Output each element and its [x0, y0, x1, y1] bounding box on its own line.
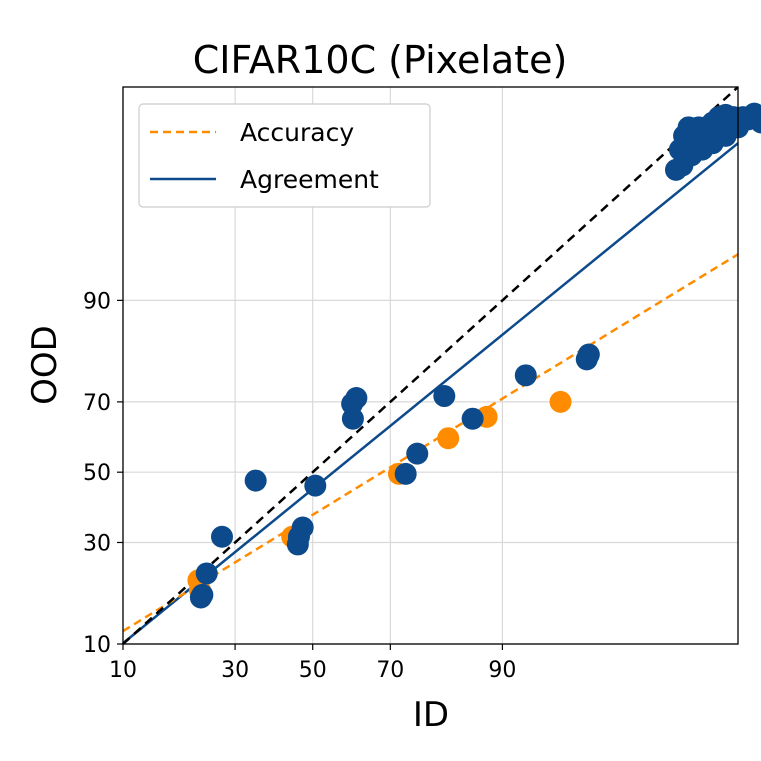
data-points	[187, 102, 761, 609]
agreement-fit-line	[122, 142, 739, 645]
agreement-point	[461, 407, 484, 430]
agreement-point	[406, 442, 429, 465]
y-tick-label: 50	[83, 461, 111, 486]
accuracy-point	[549, 390, 572, 413]
chart-title: CIFAR10C (Pixelate)	[193, 38, 568, 82]
x-axis-ticks: 10 30 50 70 90	[109, 644, 516, 683]
accuracy-fit-line	[122, 253, 739, 633]
legend: Accuracy Agreement	[138, 103, 431, 208]
x-tick-label: 10	[109, 658, 137, 683]
x-tick-label: 50	[299, 658, 327, 683]
plot-frame	[122, 86, 739, 645]
x-axis-label: ID	[413, 695, 449, 735]
agreement-point	[514, 364, 537, 387]
agreement-point	[714, 124, 737, 147]
diagonal-reference-line	[122, 86, 739, 645]
agreement-point	[750, 111, 761, 134]
agreement-point	[345, 386, 368, 409]
agreement-point	[191, 583, 214, 606]
agreement-point	[195, 562, 218, 585]
y-axis-ticks: 10 30 50 70 90	[83, 289, 123, 658]
agreement-point	[291, 516, 314, 539]
agreement-point	[577, 343, 600, 366]
agreement-point	[304, 474, 327, 497]
agreement-point	[244, 469, 267, 492]
y-tick-label: 90	[83, 289, 111, 314]
legend-box	[138, 103, 431, 208]
agreement-point	[341, 407, 364, 430]
agreement-point	[433, 385, 456, 408]
x-tick-label: 70	[376, 658, 404, 683]
y-axis-label: OOD	[25, 325, 65, 405]
y-tick-label: 10	[83, 633, 111, 658]
x-tick-label: 30	[221, 658, 249, 683]
accuracy-point	[437, 427, 460, 450]
legend-agreement-label: Agreement	[240, 165, 379, 194]
agreement-point	[394, 462, 417, 485]
y-tick-label: 70	[83, 391, 111, 416]
y-tick-label: 30	[83, 531, 111, 556]
x-tick-label: 90	[488, 658, 516, 683]
legend-accuracy-label: Accuracy	[240, 118, 354, 147]
fit-lines	[122, 86, 739, 645]
agreement-point	[210, 525, 233, 548]
